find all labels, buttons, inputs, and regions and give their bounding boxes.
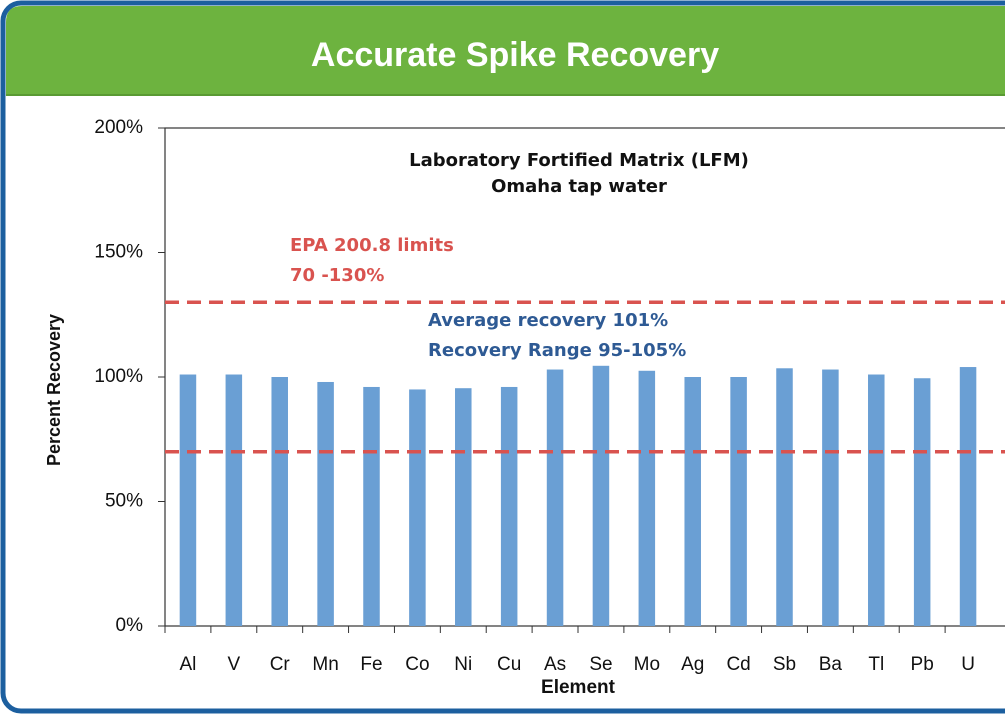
x-tick-label: Fe	[360, 654, 382, 675]
bar	[225, 374, 243, 626]
bar	[776, 368, 793, 626]
bar	[959, 367, 977, 626]
bar	[455, 388, 472, 626]
x-tick-label: Al	[179, 654, 196, 675]
y-tick-label: 100%	[94, 366, 143, 387]
bar	[179, 374, 197, 626]
bar	[913, 378, 931, 626]
header-band	[6, 6, 1005, 95]
y-tick-label: 200%	[94, 117, 143, 138]
x-tick-label: Tl	[868, 654, 884, 675]
bar	[638, 370, 656, 626]
bar	[317, 381, 334, 626]
x-tick-label: Cu	[497, 654, 521, 675]
bar	[271, 377, 288, 626]
subtitle: Laboratory Fortified Matrix (LFM)	[409, 150, 749, 171]
bar	[363, 386, 380, 626]
x-axis-title: Element	[541, 677, 616, 698]
bar	[592, 365, 610, 626]
y-axis-title: Percent Recovery	[44, 314, 64, 466]
x-tick-label: Mn	[312, 654, 338, 675]
x-tick-label: V	[227, 654, 240, 675]
x-tick-label: Cr	[270, 654, 291, 675]
bar	[822, 369, 839, 626]
y-tick-label: 50%	[105, 491, 143, 512]
x-tick-label: Ni	[454, 654, 472, 675]
y-tick-label: 150%	[94, 242, 143, 263]
x-tick-label: Se	[589, 654, 612, 675]
subtitle: Omaha tap water	[491, 176, 667, 197]
x-tick-label: Sb	[773, 654, 796, 675]
bar	[500, 386, 518, 626]
x-tick-label: Mo	[634, 654, 660, 675]
bar	[868, 374, 885, 626]
annotation: Average recovery 101%	[428, 310, 668, 331]
header-title: Accurate Spike Recovery	[311, 36, 719, 74]
annotation: Recovery Range 95-105%	[428, 340, 686, 361]
bar	[730, 377, 747, 626]
x-tick-label: U	[961, 654, 975, 675]
bar	[409, 389, 426, 626]
bar	[546, 369, 564, 626]
annotation: EPA 200.8 limits	[290, 235, 454, 256]
bar	[684, 377, 701, 626]
x-tick-label: As	[544, 654, 566, 675]
x-tick-label: Ba	[819, 654, 843, 675]
annotation: 70 -130%	[290, 265, 384, 286]
y-tick-label: 0%	[116, 615, 144, 636]
x-tick-label: Ag	[681, 654, 704, 675]
x-tick-label: Pb	[911, 654, 934, 675]
x-tick-label: Co	[405, 654, 429, 675]
x-tick-label: Cd	[726, 654, 750, 675]
